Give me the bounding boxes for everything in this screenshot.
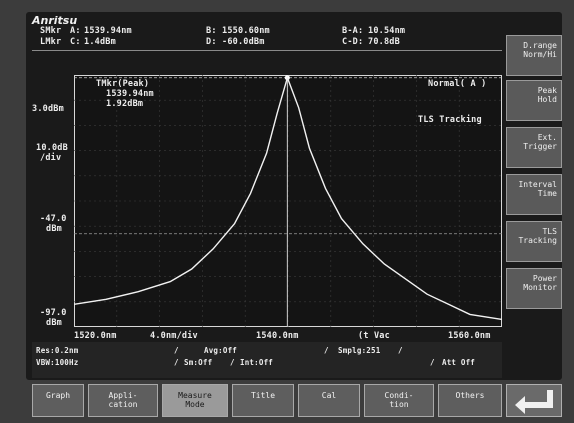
softkey-dynamic-range[interactable]: D.range Norm/Hi: [506, 35, 562, 76]
tab-label: Graph: [46, 391, 70, 400]
info-sep-3: /: [398, 346, 403, 356]
marker-d-value: -60.0dBm: [222, 37, 265, 47]
tab-condition[interactable]: Condi- tion: [364, 384, 434, 417]
tab-others[interactable]: Others: [438, 384, 502, 417]
marker-cd-value: 70.8dB: [368, 37, 400, 47]
softkey-label: Trigger: [523, 142, 557, 151]
marker-ba-value: 10.54nm: [368, 26, 405, 36]
info-sep-1: /: [174, 346, 179, 356]
softkey-interval-time[interactable]: Interval Time: [506, 174, 562, 215]
marker-ba-label: B-A:: [342, 26, 363, 36]
marker-b-label: B:: [206, 26, 217, 36]
interval-value: Int:Off: [240, 358, 273, 368]
y-axis-bottom-label: -97.0: [40, 308, 67, 318]
tab-label: Measure: [178, 391, 212, 400]
sampling-value: Smplg:251: [338, 346, 380, 356]
softkey-power-monitor[interactable]: Power Monitor: [506, 268, 562, 309]
marker-c-value: 1.4dBm: [84, 37, 116, 47]
softkey-label: Hold: [538, 95, 557, 104]
x-axis-division: 4.0nm/div: [150, 331, 198, 341]
tab-label: tion: [389, 400, 408, 409]
average-value: Avg:Off: [204, 346, 237, 356]
spectrum-chart: [74, 75, 502, 327]
tab-label: cation: [109, 400, 138, 409]
info-sep-6: /: [430, 358, 435, 368]
y-axis-bottom-unit: dBm: [46, 318, 62, 328]
plot-grid: [74, 75, 502, 327]
spectrum-trace: [74, 78, 502, 320]
x-axis-stop: 1560.0nm: [448, 331, 491, 341]
softkey-label: Interval: [518, 180, 557, 189]
tab-label: Mode: [185, 400, 204, 409]
vbw-value: VBW:100Hz: [36, 358, 78, 368]
smoothing-value: Sm:Off: [184, 358, 212, 368]
lmkr-label: LMkr: [40, 37, 61, 47]
tab-label: Title: [251, 391, 275, 400]
y-axis-top-label: 3.0dBm: [32, 104, 64, 114]
marker-d-label: D:: [206, 37, 217, 47]
tab-cal[interactable]: Cal: [298, 384, 360, 417]
softkey-tls-tracking[interactable]: TLS Tracking: [506, 221, 562, 262]
softkey-label: Ext.: [538, 133, 557, 142]
attenuator-value: Att Off: [442, 358, 475, 368]
smkr-label: SMkr: [40, 26, 61, 36]
x-axis-start: 1520.0nm: [74, 331, 117, 341]
y-axis-mid-unit: dBm: [46, 224, 62, 234]
tab-measure-mode[interactable]: Measure Mode: [162, 384, 228, 417]
measure-mode-status: Normal( A ): [428, 79, 487, 89]
tab-application[interactable]: Appli- cation: [88, 384, 158, 417]
softkey-label: D.range: [523, 41, 557, 50]
softkey-label: Peak: [538, 86, 557, 95]
enter-button[interactable]: [506, 384, 562, 417]
softkey-label: Tracking: [518, 236, 557, 245]
softkey-peak-hold[interactable]: Peak Hold: [506, 80, 562, 121]
tab-label: Condi-: [385, 391, 414, 400]
tab-label: Appli-: [109, 391, 138, 400]
y-axis-scale-unit: /div: [40, 153, 61, 163]
enter-arrow-icon: [507, 385, 561, 416]
x-axis-medium: (t Vac: [358, 331, 390, 341]
tls-tracking-status: TLS Tracking: [418, 115, 482, 125]
marker-b-value: 1550.60nm: [222, 26, 270, 36]
softkey-label: TLS: [543, 227, 557, 236]
tab-label: Cal: [322, 391, 336, 400]
softkey-label: Time: [538, 189, 557, 198]
tab-graph[interactable]: Graph: [32, 384, 84, 417]
softkey-label: Monitor: [523, 283, 557, 292]
marker-c-label: C:: [70, 37, 81, 47]
trace-marker-power: 1.92dBm: [106, 99, 143, 109]
marker-cd-label: C-D:: [342, 37, 363, 47]
softkey-label: Norm/Hi: [523, 50, 557, 59]
resolution-value: Res:0.2nm: [36, 346, 78, 356]
info-sep-5: /: [230, 358, 235, 368]
y-axis-mid-label: -47.0: [40, 214, 67, 224]
tab-label: Others: [456, 391, 485, 400]
header-divider: [32, 50, 502, 51]
marker-a-value: 1539.94nm: [84, 26, 132, 36]
tab-title[interactable]: Title: [232, 384, 294, 417]
marker-a-label: A:: [70, 26, 81, 36]
trace-marker-title: TMkr(Peak): [96, 79, 149, 89]
info-sep-4: /: [174, 358, 179, 368]
x-axis-center: 1540.0nm: [256, 331, 299, 341]
trace-marker-wavelength: 1539.94nm: [106, 89, 154, 99]
softkey-ext-trigger[interactable]: Ext. Trigger: [506, 127, 562, 168]
y-axis-scale: 10.0dB: [36, 143, 68, 153]
info-sep-2: /: [324, 346, 329, 356]
softkey-label: Power: [533, 274, 557, 283]
